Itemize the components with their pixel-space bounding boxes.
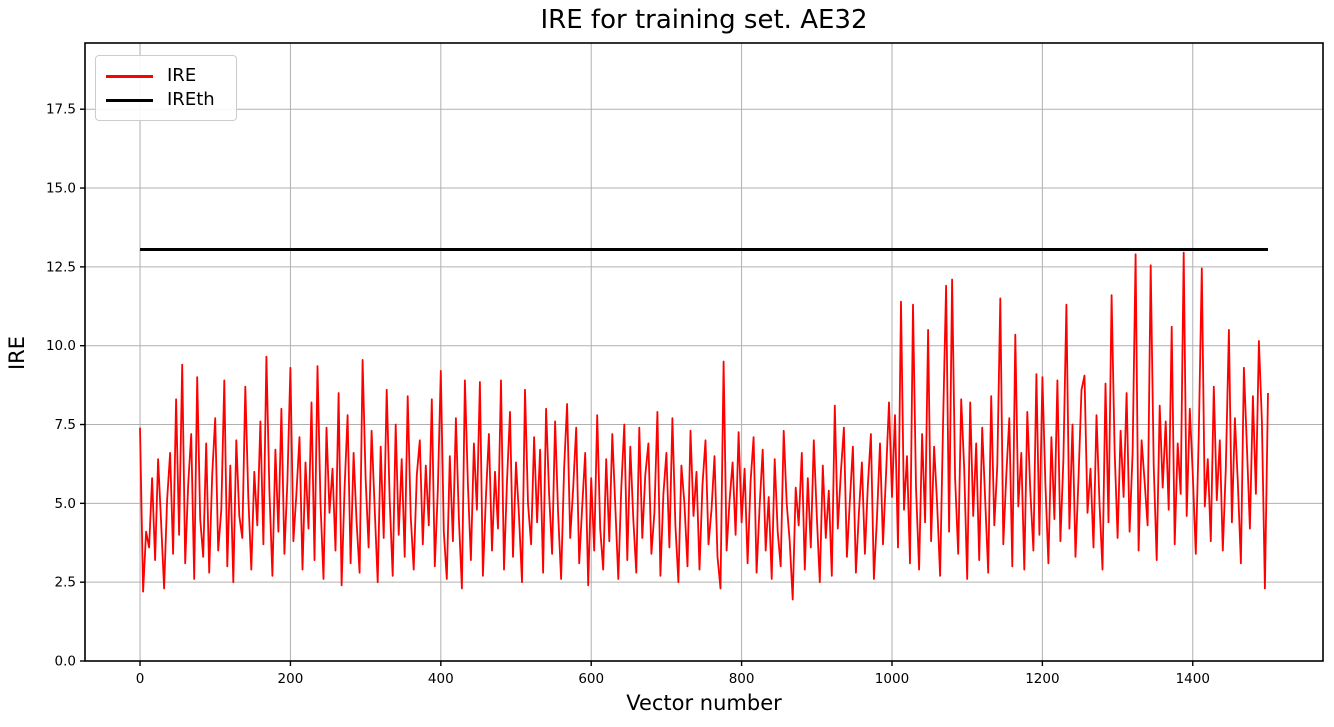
figure-title: IRE for training set. AE32 xyxy=(540,5,868,35)
y-tick-label: 7.5 xyxy=(55,417,76,433)
x-axis-label: Vector number xyxy=(626,691,782,715)
y-tick-label: 12.5 xyxy=(46,259,76,275)
ire-series-line xyxy=(139,251,1269,601)
x-tick-label: 0 xyxy=(136,671,145,687)
y-tick-label: 17.5 xyxy=(46,102,76,118)
y-tick-label: 5.0 xyxy=(55,496,76,512)
legend: IRE IREth xyxy=(95,55,237,121)
legend-label-ireth: IREth xyxy=(167,89,215,110)
ireth-line-swatch-icon xyxy=(106,98,153,102)
x-tick-label: 1200 xyxy=(1025,671,1059,687)
y-tick-label: 15.0 xyxy=(46,181,76,197)
x-tick-label: 1000 xyxy=(875,671,909,687)
x-tick-label: 800 xyxy=(729,671,755,687)
legend-item-ire: IRE xyxy=(106,64,226,88)
x-tick-label: 200 xyxy=(278,671,304,687)
ire-line-swatch-icon xyxy=(106,74,153,78)
y-tick-label: 2.5 xyxy=(55,575,76,591)
y-tick-label: 10.0 xyxy=(46,338,76,354)
x-tick-label: 600 xyxy=(578,671,604,687)
legend-item-ireth: IREth xyxy=(106,88,226,112)
legend-label-ire: IRE xyxy=(167,65,197,86)
x-tick-label: 400 xyxy=(428,671,454,687)
x-tick-label: 1400 xyxy=(1176,671,1210,687)
y-axis-label: IRE xyxy=(5,335,29,371)
axes-spines xyxy=(84,42,1324,662)
y-tick-label: 0.0 xyxy=(55,654,76,670)
